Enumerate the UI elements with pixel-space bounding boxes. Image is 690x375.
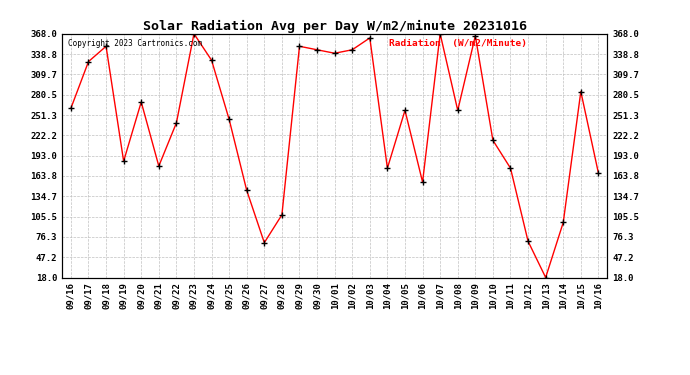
Text: Radiation  (W/m2/Minute): Radiation (W/m2/Minute) [389,39,527,48]
Title: Solar Radiation Avg per Day W/m2/minute 20231016: Solar Radiation Avg per Day W/m2/minute … [143,20,526,33]
Text: Copyright 2023 Cartronics.com: Copyright 2023 Cartronics.com [68,39,201,48]
